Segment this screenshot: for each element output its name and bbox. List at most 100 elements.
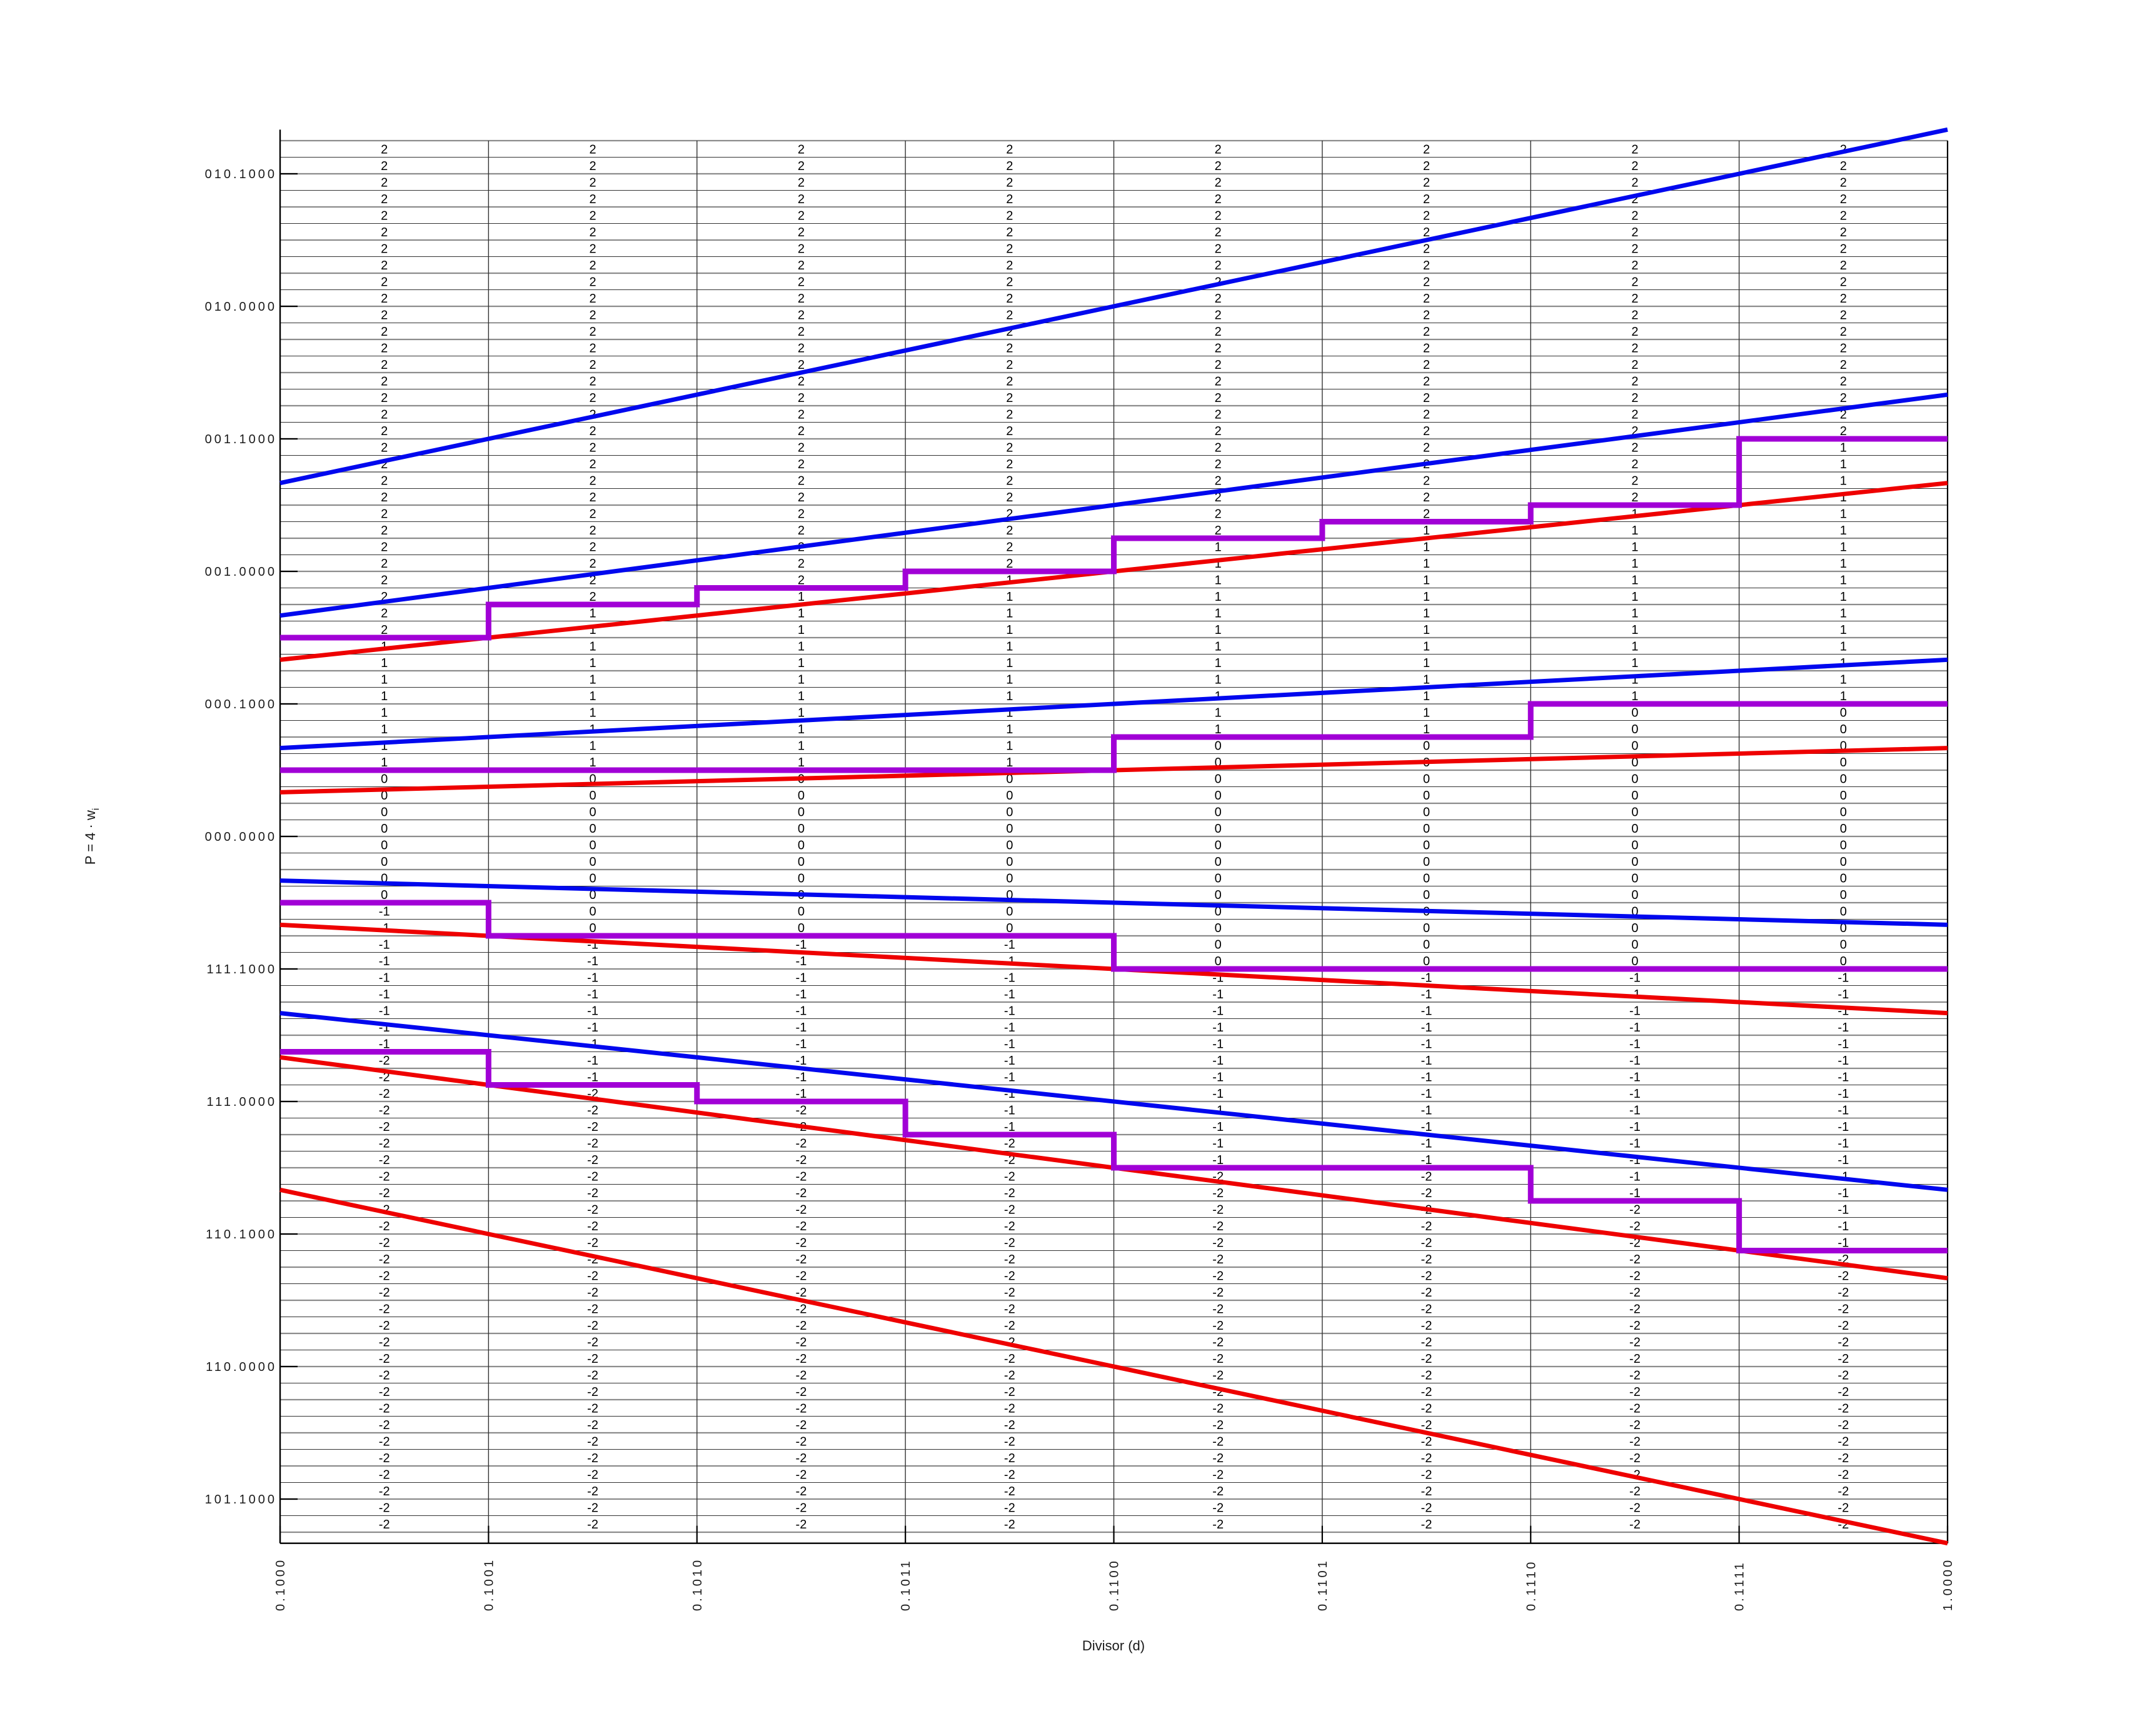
cell-digit: -2 xyxy=(1421,1352,1432,1366)
cell-digit: -2 xyxy=(796,1269,807,1283)
cell-digit: 2 xyxy=(1215,458,1222,471)
cell-digit: -2 xyxy=(1629,1286,1641,1300)
cell-digit: 2 xyxy=(1006,325,1013,339)
cell-digit: 2 xyxy=(1215,341,1222,355)
cell-digit: 2 xyxy=(1215,226,1222,239)
cell-digit: 2 xyxy=(1631,242,1638,256)
cell-digit: 0 xyxy=(1215,855,1222,869)
cell-digit: -2 xyxy=(1004,1352,1015,1366)
cell-digit: -2 xyxy=(1421,1286,1432,1300)
cell-digit: -2 xyxy=(379,1220,390,1233)
cell-digit: 2 xyxy=(798,391,805,405)
cell-digit: 2 xyxy=(1215,176,1222,189)
cell-digit: 2 xyxy=(1631,209,1638,223)
cell-digit: -2 xyxy=(1629,1335,1641,1349)
cell-digit: 2 xyxy=(1840,242,1847,256)
cell-digit: 1 xyxy=(1840,690,1847,703)
cell-digit: 2 xyxy=(798,507,805,521)
cell-digit: 1 xyxy=(1631,540,1638,554)
cell-digit: -2 xyxy=(1629,1385,1641,1399)
cell-digit: 2 xyxy=(1631,441,1638,454)
x-tick-label: 0.1011 xyxy=(899,1558,913,1611)
cell-digit: -1 xyxy=(796,971,807,985)
cell-digit: 1 xyxy=(1631,590,1638,604)
cell-digit: -1 xyxy=(587,971,598,985)
cell-digit: -1 xyxy=(1629,1170,1641,1183)
cell-digit: 0 xyxy=(590,871,596,885)
cell-digit: 2 xyxy=(1006,491,1013,504)
cell-digit: 2 xyxy=(590,524,596,538)
cell-digit: 2 xyxy=(381,193,388,206)
cell-digit: -2 xyxy=(1421,1187,1432,1200)
cell-digit: 1 xyxy=(1840,524,1847,538)
cell-digit: 2 xyxy=(1631,159,1638,173)
cell-digit: -2 xyxy=(796,1220,807,1233)
x-tick-label: 0.1100 xyxy=(1108,1558,1122,1611)
cell-digit: 1 xyxy=(1423,606,1430,620)
cell-digit: 2 xyxy=(1215,193,1222,206)
cell-digit: -2 xyxy=(1629,1352,1641,1366)
cell-digit: 2 xyxy=(381,292,388,306)
cell-digit: 2 xyxy=(1840,374,1847,388)
cell-digit: -2 xyxy=(1629,1402,1641,1415)
cell-digit: 2 xyxy=(381,341,388,355)
cell-digit: 1 xyxy=(1006,606,1013,620)
cell-digit: 2 xyxy=(798,524,805,538)
cell-digit: 0 xyxy=(1840,905,1847,918)
cell-digit: 1 xyxy=(1215,590,1222,604)
cell-digit: 1 xyxy=(590,673,596,686)
cell-digit: -1 xyxy=(1212,1120,1224,1134)
cell-digit: 2 xyxy=(590,341,596,355)
cell-digit: -1 xyxy=(587,1054,598,1068)
cell-digit: 0 xyxy=(798,921,805,935)
cell-digit: -2 xyxy=(796,1236,807,1250)
cell-digit: -2 xyxy=(1629,1485,1641,1498)
cell-digit: 2 xyxy=(381,590,388,604)
cell-digit: 1 xyxy=(1006,640,1013,653)
cell-digit: 2 xyxy=(1006,143,1013,156)
cell-digit: -2 xyxy=(796,1203,807,1217)
cell-digit: 1 xyxy=(1006,706,1013,720)
cell-digit: -2 xyxy=(796,1501,807,1515)
cell-digit: -2 xyxy=(796,1253,807,1267)
cell-digit: 0 xyxy=(1631,888,1638,902)
cell-digit: -1 xyxy=(1629,1187,1641,1200)
cell-digit: 1 xyxy=(1840,474,1847,488)
cell-digit: 2 xyxy=(590,259,596,273)
cell-digit: -2 xyxy=(379,1153,390,1167)
cell-digit: -2 xyxy=(587,1435,598,1448)
cell-digit: 2 xyxy=(381,143,388,156)
y-tick-label: 000.1000 xyxy=(205,698,277,711)
cell-digit: 0 xyxy=(1215,789,1222,803)
cell-digit: 0 xyxy=(1006,772,1013,786)
cell-digit: 1 xyxy=(1006,656,1013,670)
cell-digit: 2 xyxy=(1423,491,1430,504)
cell-digit: -2 xyxy=(1421,1368,1432,1382)
cell-digit: -2 xyxy=(1629,1253,1641,1267)
selection-staircase xyxy=(280,436,1948,641)
cell-digit: 1 xyxy=(1631,673,1638,686)
cell-digit: 1 xyxy=(1631,573,1638,587)
cell-digit: -2 xyxy=(796,1153,807,1167)
cell-digit: 2 xyxy=(798,292,805,306)
cell-digit: -2 xyxy=(1212,1485,1224,1498)
cell-digit: 2 xyxy=(590,308,596,322)
cell-digit: 2 xyxy=(1840,159,1847,173)
cell-digit: 2 xyxy=(798,491,805,504)
cell-digit: -2 xyxy=(1212,1302,1224,1316)
cell-digit: -2 xyxy=(1629,1368,1641,1382)
cell-digit: 2 xyxy=(381,176,388,189)
cell-digit: -1 xyxy=(1212,988,1224,1001)
cell-digit: 2 xyxy=(1006,308,1013,322)
cell-digit: -2 xyxy=(796,1418,807,1432)
cell-digit: 1 xyxy=(1423,673,1430,686)
cell-digit: -1 xyxy=(796,988,807,1001)
cell-digit: 2 xyxy=(1840,408,1847,421)
y-tick-label: 010.1000 xyxy=(205,168,277,181)
cell-digit: 2 xyxy=(798,325,805,339)
cell-digit: -2 xyxy=(1629,1319,1641,1333)
cell-digit: 0 xyxy=(381,822,388,836)
cell-digit: 2 xyxy=(1215,325,1222,339)
cell-digit: 2 xyxy=(1631,458,1638,471)
selection-staircase xyxy=(280,1049,1948,1253)
